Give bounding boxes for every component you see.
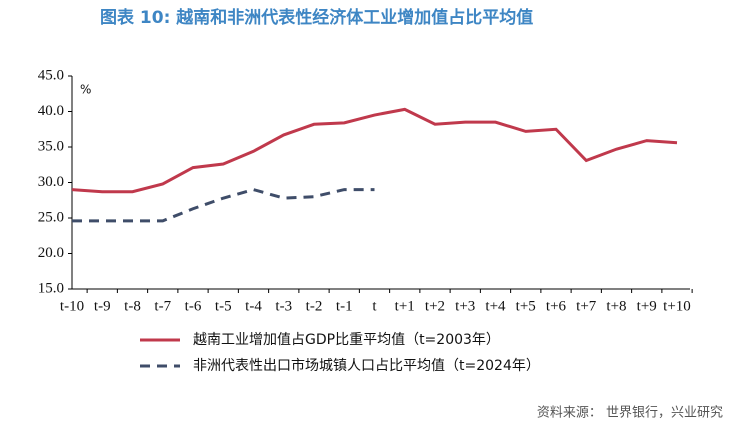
chart-title: 图表 10: 越南和非洲代表性经济体工业增加值占比平均值 [100,7,533,28]
x-tick-label: t-10 [60,298,84,314]
x-tick-label: t-4 [245,298,262,314]
x-tick-label: t+6 [546,298,567,314]
x-tick-label: t [372,298,377,314]
legend-label: 越南工业增加值占GDP比重平均值（t=2003年） [193,332,500,348]
x-tick-label: t+1 [395,298,415,314]
series-line [72,188,375,223]
series-line [71,107,678,194]
x-tick-label: t+8 [606,298,626,314]
y-tick-label: 15.0 [38,280,64,296]
x-tick-label: t+9 [637,298,657,314]
y-unit: % [80,83,91,97]
x-tick-label: t+7 [576,298,597,314]
x-tick-label: t-1 [336,298,353,314]
x-tick-label: t-3 [275,298,292,314]
x-tick-label: t+2 [425,298,445,314]
x-tick-label: t-7 [154,298,171,314]
x-tick-label: t-8 [124,298,141,314]
x-tick-label: t+4 [485,298,506,314]
y-tick-label: 30.0 [38,174,64,190]
x-tick-label: t-5 [215,298,232,314]
x-tick-label: t+3 [455,298,475,314]
y-tick-label: 20.0 [38,245,64,261]
x-tick-label: t+10 [663,298,691,314]
x-tick-label: t-2 [306,298,323,314]
x-tick-label: t-9 [94,298,111,314]
x-tick-label: t+5 [516,298,536,314]
source: 资料来源： 世界银行，兴业研究 [537,406,723,421]
y-tick-label: 25.0 [38,209,64,225]
y-tick-label: 45.0 [38,67,64,83]
legend-label: 非洲代表性出口市场城镇人口占比平均值（t=2024年） [193,357,540,374]
y-tick-label: 35.0 [38,138,64,154]
x-tick-label: t-6 [185,298,202,314]
y-tick-label: 40.0 [38,103,64,119]
